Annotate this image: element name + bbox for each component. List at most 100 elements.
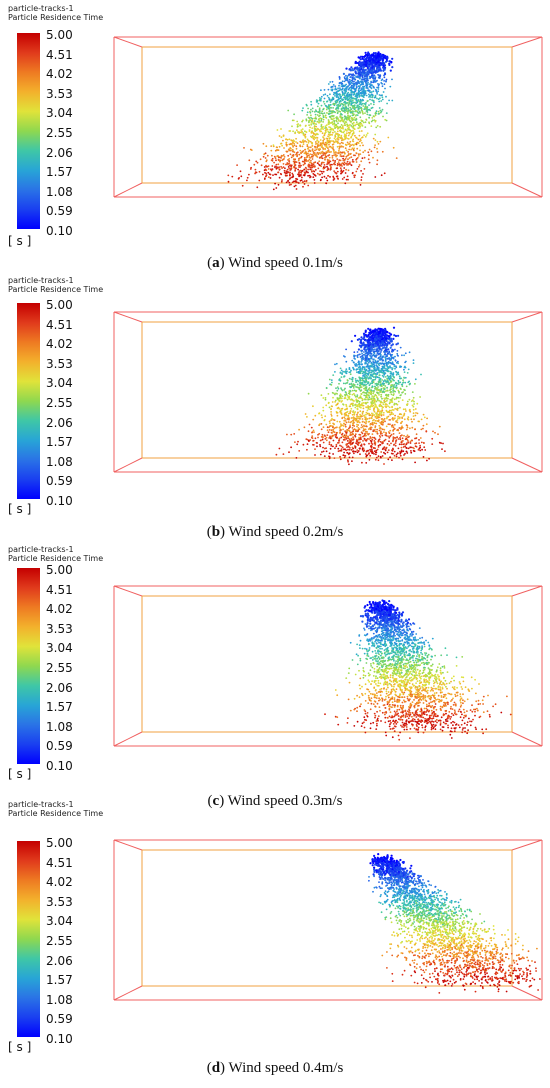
particle bbox=[292, 145, 294, 148]
particle bbox=[396, 419, 399, 421]
particle bbox=[404, 445, 407, 448]
particle bbox=[320, 112, 323, 115]
particle bbox=[285, 163, 287, 166]
particle bbox=[366, 106, 369, 108]
particle bbox=[320, 423, 323, 425]
particle bbox=[361, 377, 364, 380]
particle bbox=[310, 131, 313, 134]
particle bbox=[347, 94, 349, 97]
particle bbox=[320, 119, 323, 122]
particle bbox=[351, 424, 354, 427]
particle bbox=[275, 163, 278, 166]
particle bbox=[352, 430, 355, 433]
particle bbox=[369, 91, 372, 94]
particle bbox=[362, 440, 364, 442]
particle bbox=[294, 131, 297, 134]
particle bbox=[290, 149, 292, 152]
particle bbox=[387, 449, 390, 451]
particle bbox=[344, 137, 347, 140]
particle bbox=[409, 427, 411, 430]
particle bbox=[335, 126, 338, 129]
particle bbox=[321, 451, 323, 453]
particle bbox=[397, 396, 400, 399]
particle bbox=[409, 383, 411, 385]
colorbar-header-name: particle-tracks-1 bbox=[8, 4, 74, 13]
particle bbox=[336, 106, 339, 108]
particle bbox=[355, 87, 357, 90]
particle bbox=[376, 406, 379, 409]
particle bbox=[328, 156, 331, 159]
particle bbox=[311, 117, 314, 120]
particle bbox=[379, 344, 382, 347]
particle bbox=[326, 142, 329, 144]
particle bbox=[349, 393, 351, 396]
particle bbox=[347, 169, 350, 172]
particle bbox=[415, 412, 417, 414]
particle bbox=[283, 158, 285, 160]
particle bbox=[304, 413, 307, 415]
particle bbox=[367, 398, 369, 401]
particle bbox=[335, 411, 338, 414]
particle bbox=[390, 411, 393, 414]
particle bbox=[333, 427, 336, 430]
particle bbox=[298, 153, 301, 156]
particle bbox=[340, 108, 343, 111]
particle bbox=[302, 139, 305, 141]
particle bbox=[336, 162, 339, 165]
particle bbox=[314, 175, 317, 177]
particle bbox=[360, 397, 363, 399]
particle bbox=[339, 455, 341, 458]
particle bbox=[354, 124, 356, 127]
particle bbox=[360, 415, 362, 418]
particle bbox=[380, 369, 383, 371]
particle bbox=[399, 381, 402, 384]
particle bbox=[374, 419, 377, 422]
particle bbox=[322, 450, 325, 453]
particle bbox=[332, 107, 334, 109]
particle bbox=[340, 408, 343, 410]
particle bbox=[309, 150, 312, 152]
particle bbox=[332, 93, 335, 96]
particle bbox=[388, 99, 390, 102]
particle bbox=[360, 130, 363, 132]
particle bbox=[369, 96, 372, 98]
particle bbox=[353, 91, 355, 94]
particle bbox=[364, 105, 367, 107]
particle bbox=[335, 99, 338, 102]
particle bbox=[358, 103, 361, 105]
particle bbox=[378, 107, 381, 109]
particle bbox=[303, 157, 306, 159]
particle bbox=[372, 81, 374, 84]
particle bbox=[364, 361, 367, 364]
particle bbox=[323, 455, 326, 457]
particle bbox=[293, 113, 295, 116]
particle bbox=[288, 451, 290, 454]
particle bbox=[330, 122, 333, 124]
particle bbox=[305, 153, 308, 156]
particle bbox=[390, 356, 393, 358]
particle bbox=[415, 437, 417, 440]
particle bbox=[280, 136, 283, 139]
particle bbox=[285, 181, 288, 184]
particle bbox=[356, 114, 359, 116]
particle bbox=[332, 159, 334, 162]
particle bbox=[385, 390, 387, 392]
particle bbox=[313, 111, 316, 113]
particle bbox=[360, 80, 363, 82]
particle bbox=[384, 385, 387, 387]
particle bbox=[383, 417, 386, 420]
particle bbox=[382, 370, 385, 373]
particle bbox=[378, 69, 381, 72]
particle bbox=[335, 404, 337, 407]
particle bbox=[327, 107, 330, 110]
particle bbox=[358, 134, 361, 137]
particle bbox=[350, 402, 353, 405]
particle bbox=[363, 351, 365, 353]
particle bbox=[375, 417, 378, 420]
particle bbox=[344, 434, 347, 437]
domain-frame-edge bbox=[511, 311, 543, 323]
particle bbox=[311, 170, 313, 173]
particle bbox=[357, 361, 360, 364]
particle bbox=[313, 179, 316, 181]
particle bbox=[354, 450, 357, 453]
